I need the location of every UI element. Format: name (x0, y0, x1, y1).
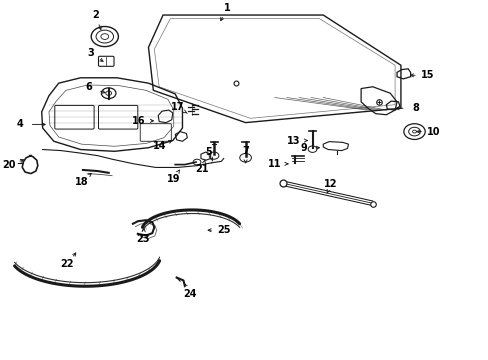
Text: 7: 7 (242, 146, 248, 156)
Text: 21: 21 (195, 164, 209, 174)
Text: 20: 20 (2, 160, 16, 170)
Text: 17: 17 (170, 102, 183, 112)
Text: 5: 5 (205, 147, 211, 157)
Text: 22: 22 (60, 260, 74, 269)
Text: 1: 1 (224, 3, 230, 13)
Text: 12: 12 (324, 179, 337, 189)
Text: 13: 13 (287, 136, 300, 145)
Text: 11: 11 (267, 159, 281, 169)
Text: 10: 10 (427, 127, 440, 136)
Text: 14: 14 (153, 141, 166, 151)
Text: 15: 15 (420, 70, 433, 80)
Text: 24: 24 (183, 289, 196, 299)
Text: 2: 2 (92, 10, 99, 21)
Text: 8: 8 (411, 103, 418, 113)
Text: 4: 4 (17, 120, 23, 129)
Text: 25: 25 (217, 225, 230, 235)
Text: 23: 23 (136, 234, 149, 244)
Text: 9: 9 (300, 143, 306, 153)
Text: 19: 19 (166, 174, 180, 184)
Text: 6: 6 (85, 82, 92, 93)
Text: 18: 18 (75, 177, 88, 187)
Text: 16: 16 (132, 116, 145, 126)
Text: 3: 3 (87, 48, 94, 58)
